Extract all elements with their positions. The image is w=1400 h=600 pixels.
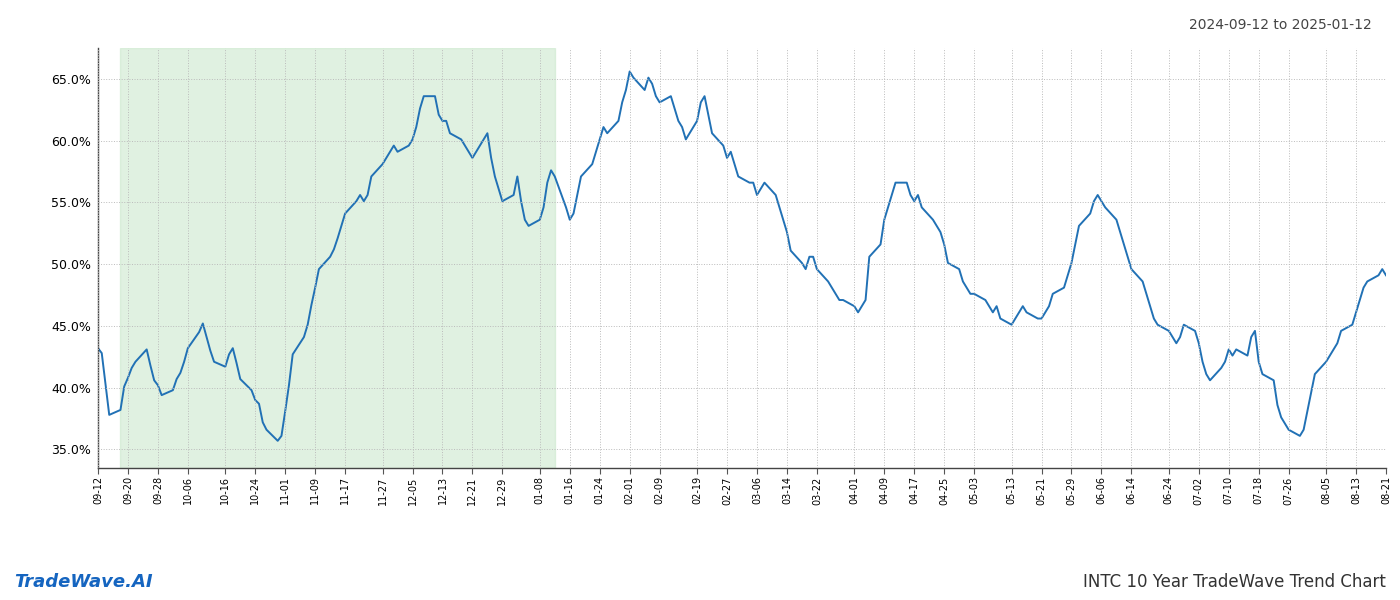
Text: INTC 10 Year TradeWave Trend Chart: INTC 10 Year TradeWave Trend Chart [1084, 573, 1386, 591]
Text: TradeWave.AI: TradeWave.AI [14, 573, 153, 591]
Text: 2024-09-12 to 2025-01-12: 2024-09-12 to 2025-01-12 [1189, 18, 1372, 32]
Bar [120, 48, 554, 468]
